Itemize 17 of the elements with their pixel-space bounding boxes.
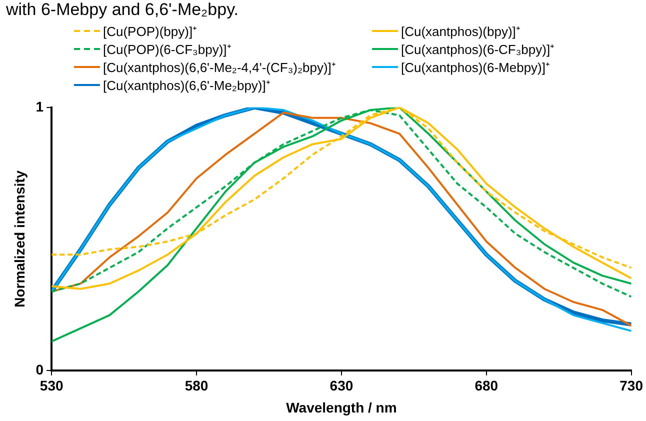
legend-label: [Cu(POP)(6-CF₃bpy)]⁺ bbox=[103, 40, 231, 58]
x-axis-title: Wavelength / nm bbox=[286, 399, 397, 416]
legend-label: [Cu(POP)(bpy)]⁺ bbox=[103, 22, 197, 40]
x-tick-label: 580 bbox=[184, 378, 208, 394]
y-tick-label: 1 bbox=[36, 98, 44, 114]
y-tick-label: 0 bbox=[36, 361, 44, 378]
x-tick-label: 630 bbox=[330, 378, 354, 394]
legend-label: [Cu(xantphos)(6-Mebpy)]⁺ bbox=[401, 58, 550, 76]
x-tick-label: 730 bbox=[620, 378, 644, 394]
legend-label: [Cu(xantphos)(6,6'-Me₂-4,4'-(CF₃)₂bpy)]⁺ bbox=[103, 58, 336, 76]
text: with 6-Mebpy and 6,6'-Me₂bpy. bbox=[6, 0, 239, 20]
legend-label: [Cu(xantphos)(6,6'-Me₂bpy)]⁺ bbox=[103, 76, 270, 94]
x-tick-label: 530 bbox=[40, 378, 64, 394]
x-tick-label: 680 bbox=[474, 378, 498, 394]
y-axis-title: Normalized intensity bbox=[11, 170, 28, 308]
legend-label: [Cu(xantphos)(bpy)]⁺ bbox=[401, 22, 520, 40]
legend-label: [Cu(xantphos)(6-CF₃bpy)]⁺ bbox=[401, 40, 554, 58]
